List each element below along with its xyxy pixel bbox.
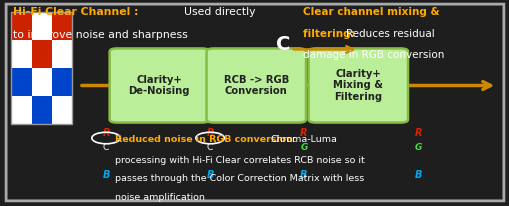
Text: processing with Hi-Fi Clear correlates RCB noise so it: processing with Hi-Fi Clear correlates R… — [115, 156, 364, 165]
FancyBboxPatch shape — [308, 48, 407, 123]
Bar — [11, 68, 32, 96]
Text: Chroma-Luma: Chroma-Luma — [270, 135, 336, 144]
Text: G: G — [414, 143, 421, 152]
Bar — [11, 96, 32, 124]
Text: G: G — [300, 143, 307, 152]
Text: damage in RGB conversion: damage in RGB conversion — [303, 50, 444, 61]
Bar — [32, 96, 52, 124]
Text: B: B — [206, 170, 213, 180]
Text: to improve noise and sharpness: to improve noise and sharpness — [13, 30, 187, 40]
Text: Clarity+
De-Noising: Clarity+ De-Noising — [128, 75, 190, 96]
Text: C: C — [207, 143, 213, 152]
Text: R: R — [102, 128, 109, 138]
Bar — [32, 12, 52, 40]
Text: B: B — [300, 170, 307, 180]
Text: Reduced noise in RGB conversion:: Reduced noise in RGB conversion: — [115, 135, 299, 144]
Bar — [52, 12, 72, 40]
Bar — [32, 40, 52, 68]
Text: R: R — [300, 128, 307, 138]
Text: R: R — [206, 128, 213, 138]
FancyBboxPatch shape — [6, 4, 503, 201]
Bar — [32, 68, 52, 96]
Bar — [52, 68, 72, 96]
Bar — [11, 40, 32, 68]
Text: B: B — [102, 170, 109, 180]
Text: passes through the Color Correction Matrix with less: passes through the Color Correction Matr… — [115, 174, 363, 183]
Text: filtering:: filtering: — [303, 29, 358, 39]
Bar — [52, 96, 72, 124]
Text: C: C — [275, 35, 290, 54]
Bar — [52, 40, 72, 68]
FancyBboxPatch shape — [206, 48, 305, 123]
Text: Used directly: Used directly — [183, 7, 254, 17]
Text: R: R — [414, 128, 421, 138]
Text: Clear channel mixing &: Clear channel mixing & — [303, 7, 439, 17]
Text: C: C — [103, 143, 109, 152]
Bar — [11, 12, 72, 124]
Bar — [11, 12, 32, 40]
Text: RCB -> RGB
Conversion: RCB -> RGB Conversion — [223, 75, 288, 96]
Text: Reduces residual: Reduces residual — [345, 29, 434, 39]
Text: Clarity+
Mixing &
Filtering: Clarity+ Mixing & Filtering — [332, 69, 383, 102]
Text: Hi-Fi Clear Channel :: Hi-Fi Clear Channel : — [13, 7, 142, 17]
Text: noise amplification: noise amplification — [115, 193, 204, 202]
FancyBboxPatch shape — [109, 48, 209, 123]
Text: B: B — [414, 170, 421, 180]
